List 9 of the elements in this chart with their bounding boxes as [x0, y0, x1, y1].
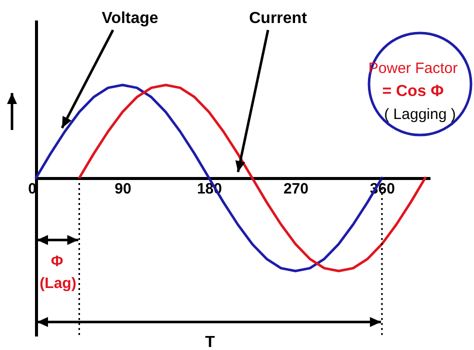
text: T: [205, 334, 216, 350]
annotation: = Cos Φ: [382, 83, 444, 100]
annotation: Φ: [50, 252, 64, 270]
text: Voltage: [102, 10, 158, 27]
x-tick-label: 270: [283, 180, 308, 198]
annotation: ( Lagging ): [384, 106, 456, 123]
text: (Lag): [40, 274, 76, 292]
x-tick-label: 90: [114, 180, 132, 198]
text: Current: [249, 10, 308, 27]
